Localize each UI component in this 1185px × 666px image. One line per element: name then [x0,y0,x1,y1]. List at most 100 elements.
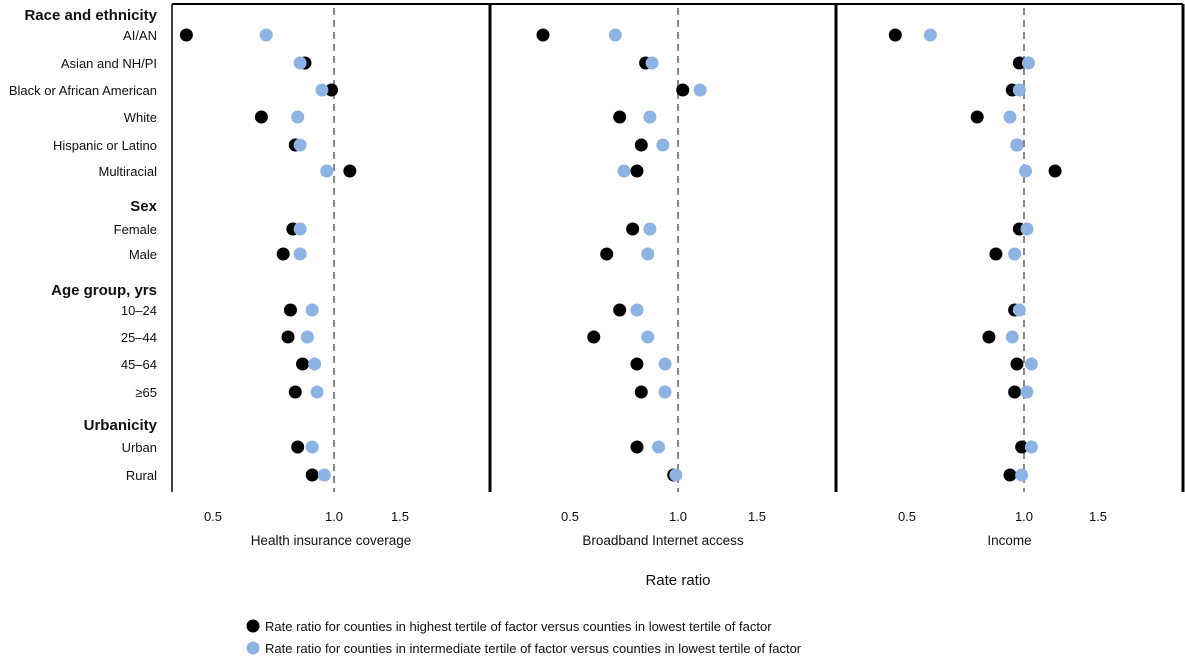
x-tick-label: 0.5 [898,509,916,524]
dot-intermediate-tertile [320,164,334,178]
dot-intermediate-tertile [652,440,666,454]
dot-highest-tertile [343,164,357,178]
dot-intermediate-tertile [305,303,319,317]
dot-intermediate-tertile [1024,440,1038,454]
group-header: Urbanicity [84,417,158,434]
x-tick-label: 1.5 [391,509,409,524]
dot-intermediate-tertile [1021,56,1035,70]
legend-label: Rate ratio for counties in intermediate … [265,641,802,656]
legend-label: Rate ratio for counties in highest terti… [265,619,772,634]
dot-intermediate-tertile [1003,110,1017,124]
dot-intermediate-tertile [669,468,683,482]
x-tick-label: 1.0 [1015,509,1033,524]
x-tick-label: 1.0 [669,509,687,524]
dot-highest-tertile [888,28,902,42]
dot-highest-tertile [536,28,550,42]
row-label: Rural [126,468,157,483]
panel-title: Broadband Internet access [582,533,744,548]
dot-intermediate-tertile [1018,164,1032,178]
x-tick-label: 0.5 [204,509,222,524]
dot-intermediate-tertile [643,222,657,236]
dot-intermediate-tertile [308,357,322,371]
legend-marker [246,619,260,633]
row-label: Urban [122,440,157,455]
dot-highest-tertile [291,440,305,454]
dot-highest-tertile [587,330,601,344]
dot-intermediate-tertile [300,330,314,344]
dot-highest-tertile [626,222,640,236]
dot-intermediate-tertile [656,138,670,152]
x-tick-label: 1.0 [325,509,343,524]
dot-highest-tertile [1008,385,1022,399]
group-header: Sex [130,198,157,215]
group-header: Race and ethnicity [24,7,157,24]
row-label: Multiracial [98,164,157,179]
dot-highest-tertile [676,83,690,97]
row-label: ≥65 [135,385,157,400]
dot-intermediate-tertile [293,222,307,236]
dot-intermediate-tertile [293,247,307,261]
x-tick-label: 1.5 [748,509,766,524]
dot-highest-tertile [179,28,193,42]
row-label: Hispanic or Latino [53,138,157,153]
dot-intermediate-tertile [1008,247,1022,261]
dot-intermediate-tertile [291,110,305,124]
panel-title: Health insurance coverage [251,533,412,548]
dot-intermediate-tertile [1020,385,1034,399]
panel-title: Income [987,533,1031,548]
dot-intermediate-tertile [1010,138,1024,152]
dot-highest-tertile [634,385,648,399]
dot-highest-tertile [989,247,1003,261]
dot-intermediate-tertile [293,138,307,152]
row-label: 25‒44 [121,330,157,345]
dot-intermediate-tertile [317,468,331,482]
dot-highest-tertile [296,357,310,371]
dot-intermediate-tertile [293,56,307,70]
group-header: Age group, yrs [51,282,157,299]
dot-highest-tertile [1015,440,1029,454]
dot-intermediate-tertile [310,385,324,399]
legend-marker [246,641,260,655]
dot-highest-tertile [283,303,297,317]
dot-intermediate-tertile [630,303,644,317]
dot-intermediate-tertile [617,164,631,178]
dot-intermediate-tertile [1015,468,1029,482]
dot-highest-tertile [254,110,268,124]
row-label: Female [114,222,157,237]
dot-highest-tertile [634,138,648,152]
row-label: Black or African American [9,83,157,98]
x-tick-label: 0.5 [561,509,579,524]
dot-intermediate-tertile [645,56,659,70]
row-label: Asian and NH/PI [61,56,157,71]
dot-intermediate-tertile [923,28,937,42]
row-label: 10‒24 [121,303,157,318]
dot-highest-tertile [325,83,339,97]
dot-highest-tertile [1010,357,1024,371]
dot-highest-tertile [982,330,996,344]
dot-highest-tertile [970,110,984,124]
dot-highest-tertile [281,330,295,344]
row-label: White [124,110,157,125]
dot-highest-tertile [305,468,319,482]
dot-intermediate-tertile [259,28,273,42]
row-label: Male [129,247,157,262]
dot-intermediate-tertile [1012,303,1026,317]
dot-intermediate-tertile [315,83,329,97]
dot-intermediate-tertile [641,330,655,344]
x-axis-label: Rate ratio [645,572,710,589]
row-label: AI/AN [123,28,157,43]
dot-highest-tertile [1012,56,1026,70]
dot-highest-tertile [1048,164,1062,178]
dot-intermediate-tertile [1024,357,1038,371]
dot-intermediate-tertile [658,385,672,399]
x-tick-label: 1.5 [1089,509,1107,524]
dot-highest-tertile [276,247,290,261]
dot-highest-tertile [630,440,644,454]
dot-intermediate-tertile [305,440,319,454]
dot-highest-tertile [630,357,644,371]
dot-intermediate-tertile [643,110,657,124]
dot-highest-tertile [288,385,302,399]
dot-highest-tertile [600,247,614,261]
dot-intermediate-tertile [1020,222,1034,236]
